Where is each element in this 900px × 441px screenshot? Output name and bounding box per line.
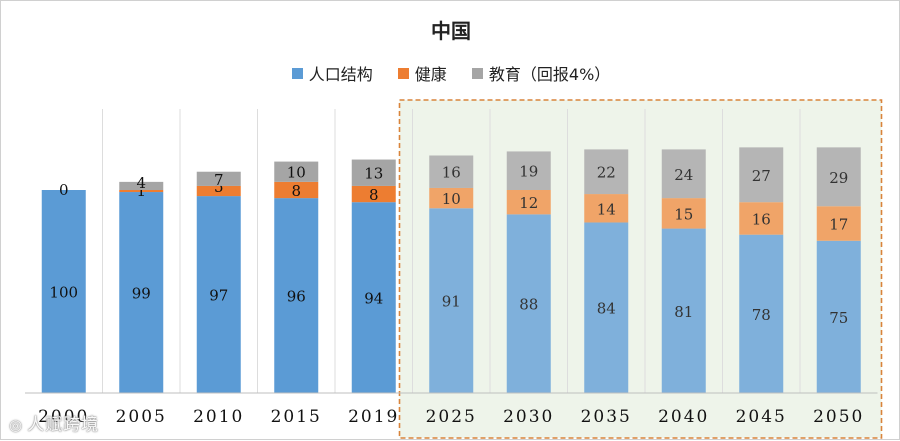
x-tick-label-2025: 2025 <box>426 407 477 427</box>
data-label-education-2040: 24 <box>674 166 693 184</box>
data-label-education-2019: 13 <box>364 165 383 183</box>
data-label-health-2030: 12 <box>519 194 538 212</box>
bar-population-2030 <box>506 214 551 393</box>
bar-education-2019 <box>351 159 396 186</box>
watermark-text: 人赋跨境 <box>27 415 100 435</box>
legend-swatch-education <box>471 68 483 79</box>
bar-population-2019 <box>351 202 396 393</box>
x-tick-label-2000: 2000 <box>38 407 89 427</box>
bar-population-2025 <box>429 208 474 393</box>
data-label-health-2010: 5 <box>214 178 224 196</box>
bar-education-2040 <box>661 149 706 199</box>
data-label-health-2050: 17 <box>829 215 848 233</box>
x-tick-label-2030: 2030 <box>503 407 554 427</box>
x-tick-label-2050: 2050 <box>813 407 864 427</box>
data-label-population-2019: 94 <box>364 290 383 308</box>
data-label-population-2015: 96 <box>287 288 306 306</box>
bar-health-2010 <box>196 185 241 197</box>
bar-population-2005 <box>119 192 164 393</box>
data-label-population-2000: 100 <box>49 284 78 302</box>
bar-population-2035 <box>584 222 629 393</box>
bar-education-2025 <box>429 155 474 188</box>
x-tick-label-2005: 2005 <box>116 407 167 427</box>
chart-title: 中国 <box>431 19 471 43</box>
data-label-education-2010: 7 <box>214 171 224 189</box>
bar-education-2050 <box>816 147 861 207</box>
bar-education-2030 <box>506 151 551 190</box>
x-tick-label-2010: 2010 <box>193 407 244 427</box>
chart-legend: 人口结构 健康 教育（回报4%） <box>1 61 900 85</box>
data-label-health-2045: 16 <box>752 210 771 228</box>
bar-education-2045 <box>739 147 784 203</box>
bar-health-2015 <box>274 181 319 199</box>
legend-swatch-population <box>291 68 303 79</box>
bar-health-2040 <box>661 198 706 229</box>
legend-item-health: 健康 <box>397 61 447 85</box>
bar-health-2019 <box>351 185 396 203</box>
legend-swatch-health <box>397 68 409 79</box>
bar-population-2010 <box>196 196 241 393</box>
data-label-population-2040: 81 <box>674 303 693 321</box>
legend-label-population: 人口结构 <box>308 65 373 84</box>
bar-education-2005 <box>119 181 164 190</box>
data-label-population-2035: 84 <box>597 300 616 318</box>
bar-education-2010 <box>196 171 241 186</box>
data-label-education-2035: 22 <box>597 164 616 182</box>
data-label-health-2025: 10 <box>442 190 461 208</box>
legend-label-education: 教育（回报4%） <box>488 65 611 84</box>
data-label-population-2030: 88 <box>519 296 538 314</box>
data-label-population-2010: 97 <box>209 287 228 305</box>
data-label-education-2045: 27 <box>752 167 771 185</box>
bar-health-2050 <box>816 206 861 241</box>
x-tick-label-2035: 2035 <box>581 407 632 427</box>
bar-population-2045 <box>739 234 784 393</box>
projection-frame <box>398 99 883 439</box>
bar-population-2040 <box>661 228 706 393</box>
data-label-education-2030: 19 <box>519 163 538 181</box>
data-label-education-2050: 29 <box>829 169 848 187</box>
x-tick-label-2019: 2019 <box>348 407 399 427</box>
legend-label-health: 健康 <box>414 65 447 84</box>
x-tick-label-2040: 2040 <box>658 407 709 427</box>
legend-item-education: 教育（回报4%） <box>471 61 611 85</box>
data-label-health-2000: 0 <box>59 181 69 199</box>
bar-education-2035 <box>584 149 629 195</box>
data-label-health-2005: 1 <box>136 182 146 200</box>
data-label-population-2005: 99 <box>132 285 151 303</box>
x-tick-label-2015: 2015 <box>271 407 322 427</box>
bar-health-2030 <box>506 190 551 215</box>
data-label-health-2035: 14 <box>597 200 616 218</box>
data-label-education-2025: 16 <box>442 164 461 182</box>
legend-item-population: 人口结构 <box>291 61 373 85</box>
x-tick-label-2045: 2045 <box>736 407 787 427</box>
bar-population-2000 <box>41 190 86 393</box>
bar-population-2015 <box>274 198 319 393</box>
data-label-population-2025: 91 <box>442 293 461 311</box>
bar-population-2050 <box>816 240 861 393</box>
data-label-health-2019: 8 <box>369 186 379 204</box>
data-label-education-2015: 10 <box>287 164 306 182</box>
data-label-health-2040: 15 <box>674 205 693 223</box>
data-label-population-2045: 78 <box>752 306 771 324</box>
bar-education-2015 <box>274 161 319 182</box>
logo-icon: ◎ <box>9 416 24 434</box>
bar-health-2005 <box>119 190 164 193</box>
bar-health-2035 <box>584 194 629 223</box>
data-label-education-2005: 4 <box>136 174 146 192</box>
watermark: ◎ 人赋跨境 <box>9 410 99 435</box>
bar-health-2045 <box>739 202 784 235</box>
data-label-health-2015: 8 <box>291 182 301 200</box>
bar-health-2025 <box>429 187 474 209</box>
data-label-population-2050: 75 <box>829 309 848 327</box>
